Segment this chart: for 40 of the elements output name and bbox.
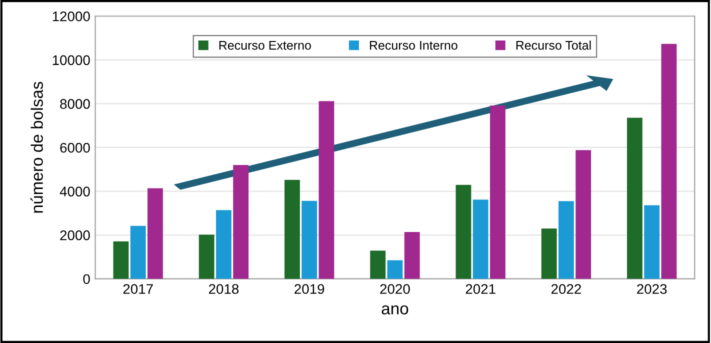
y-axis-title: número de bolsas <box>30 82 43 213</box>
bar <box>233 165 249 279</box>
bar <box>472 200 488 279</box>
bar <box>490 105 506 279</box>
y-tick-label: 0 <box>83 274 90 284</box>
x-tick-label: 2018 <box>208 284 239 294</box>
bar <box>541 228 557 279</box>
bar <box>302 200 318 279</box>
x-tick-label: 2021 <box>466 284 496 294</box>
legend-label: Recurso Total <box>516 40 591 50</box>
bar <box>644 205 660 279</box>
bar <box>387 260 403 279</box>
bar <box>148 188 163 279</box>
bar <box>198 234 214 279</box>
bar <box>456 184 472 279</box>
y-tick-label: 4000 <box>60 186 90 196</box>
legend-label: Recurso Externo <box>219 41 311 50</box>
x-tick-label: 2017 <box>123 284 153 294</box>
bar <box>370 250 386 279</box>
bar <box>284 180 300 279</box>
bar <box>318 101 334 279</box>
bar <box>216 210 232 279</box>
legend-label: Recurso Interno <box>370 41 458 50</box>
x-tick-label: 2020 <box>380 284 410 294</box>
y-tick-label: 6000 <box>60 142 90 153</box>
bar <box>558 201 574 279</box>
y-tick-label: 8000 <box>60 99 90 109</box>
y-tick-label: 2000 <box>60 230 90 240</box>
x-tick-label: 2019 <box>294 284 324 294</box>
x-axis-title: ano <box>382 305 408 314</box>
x-tick-label: 2023 <box>637 284 667 294</box>
bar <box>627 118 642 279</box>
x-tick-label: 2022 <box>551 284 581 294</box>
bar <box>404 232 420 279</box>
y-tick-label: 10000 <box>52 55 90 66</box>
bar <box>661 44 677 279</box>
bar <box>130 226 146 279</box>
bar <box>576 150 592 279</box>
y-tick-label: 12000 <box>52 11 90 22</box>
bar <box>113 241 129 279</box>
